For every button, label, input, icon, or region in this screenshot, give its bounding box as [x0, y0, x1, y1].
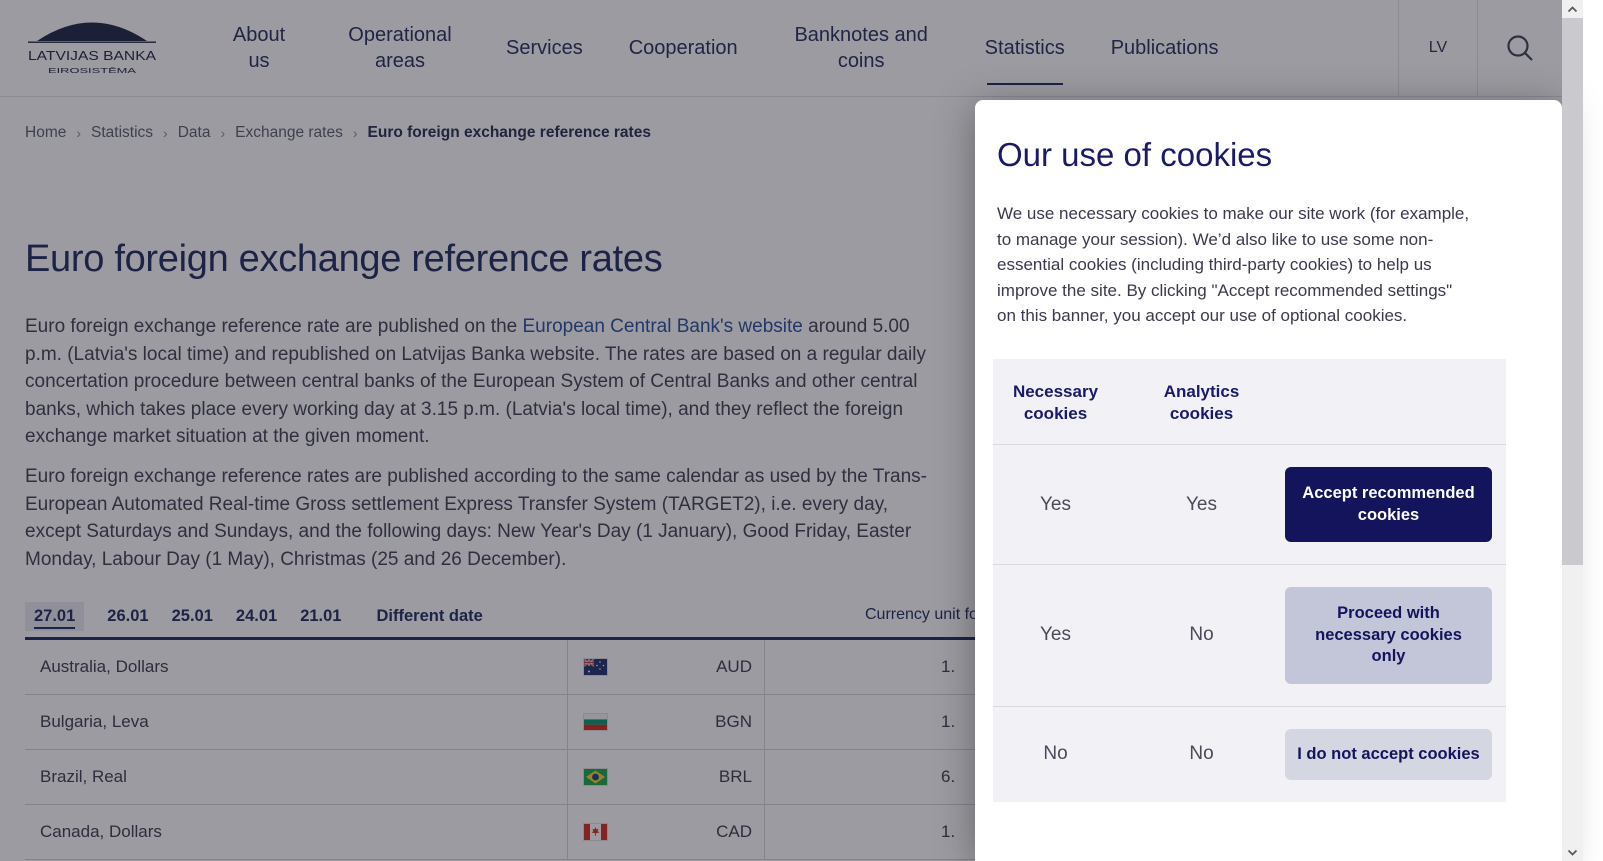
currency-code: CAD — [716, 822, 752, 841]
language-switcher[interactable]: LV — [1398, 0, 1477, 97]
different-date-button[interactable]: Different date — [376, 606, 483, 625]
currency-code-cell: AUD — [567, 640, 765, 694]
nav-item-operational-areas[interactable]: Operational areas — [348, 24, 452, 72]
bank-dome-icon: LATVIJAS BANKA EIROSISTĒMA — [28, 22, 156, 75]
paragraph-text: around 5.00 p.m. (Latvia's local time) a… — [25, 316, 926, 448]
header-utilities: LV — [1398, 0, 1562, 97]
analytics-value: No — [1189, 743, 1214, 765]
currency-code: AUD — [716, 657, 752, 676]
currency-unit-header: Currency unit for 1 — [865, 606, 997, 623]
accept-recommended-cookies-button[interactable]: Accept recommended cookies — [1285, 467, 1492, 543]
table-row-cad: Canada, Dollars CAD 1. — [25, 805, 1562, 860]
main-nav: About us Operational areas Services Coop… — [224, 22, 1219, 85]
cookie-dialog-body: We use necessary cookies to make our sit… — [997, 204, 1470, 325]
cookie-option-row-accept: Yes Yes Accept recommended cookies — [993, 445, 1506, 566]
table-row-bgn: Bulgaria, Leva BGN 1. — [25, 695, 1562, 750]
breadcrumb-separator: › — [76, 125, 82, 141]
column-label: Necessary cookies — [1012, 381, 1099, 424]
necessary-value: Yes — [1040, 624, 1071, 646]
search-button[interactable] — [1477, 0, 1562, 97]
scrollbar-up-button[interactable] — [1562, 0, 1583, 18]
breadcrumb-current-page: Euro foreign exchange reference rates — [367, 124, 651, 141]
vertical-scrollbar[interactable] — [1562, 0, 1583, 861]
cookie-dialog-title: Our use of cookies — [997, 136, 1273, 173]
nav-item-about-us[interactable]: About us — [232, 24, 286, 72]
cookie-consent-dialog: Our use of cookies We use necessary cook… — [975, 100, 1562, 861]
breadcrumb-data[interactable]: Data — [177, 124, 211, 141]
svg-text:EIROSISTĒMA: EIROSISTĒMA — [48, 66, 136, 75]
paragraph-text: Euro foreign exchange reference rate are… — [25, 316, 523, 337]
necessary-value: No — [1043, 743, 1068, 765]
analytics-value: Yes — [1186, 493, 1217, 515]
ecb-website-link[interactable]: European Central Bank's website — [522, 316, 803, 337]
page-title: Euro foreign exchange reference rates — [25, 238, 663, 280]
proceed-necessary-cookies-button[interactable]: Proceed with necessary cookies only — [1285, 587, 1492, 684]
scrollbar-down-button[interactable] — [1562, 843, 1583, 861]
currency-code-cell: BGN — [567, 695, 765, 749]
nav-item-cooperation[interactable]: Cooperation — [628, 37, 738, 59]
table-row-brl: Brazil, Real BRL 6. — [25, 750, 1562, 805]
site-header: LATVIJAS BANKA EIROSISTĒMA About us Oper… — [0, 0, 1562, 97]
brazil-flag-icon — [584, 769, 607, 785]
nav-item-publications[interactable]: Publications — [1110, 37, 1219, 59]
chevron-down-icon — [1567, 849, 1578, 856]
date-tabs: 27.01 26.01 25.01 24.01 21.01 Different … — [25, 600, 1562, 632]
calendar-paragraph: Euro foreign exchange reference rates ar… — [25, 466, 927, 570]
date-tabs-row: 27.01 26.01 25.01 24.01 21.01 Different … — [25, 600, 1562, 634]
currency-rate: 1. — [941, 822, 956, 841]
latvijas-banka-logo[interactable]: LATVIJAS BANKA EIROSISTĒMA — [22, 14, 162, 83]
table-row-aud: Australia, Dollars AUD 1. — [25, 640, 1562, 695]
cookie-option-row-necessary-only: Yes No Proceed with necessary cookies on… — [993, 565, 1506, 707]
intro-paragraph: Euro foreign exchange reference rate are… — [25, 313, 930, 451]
chevron-up-icon — [1567, 5, 1578, 12]
currency-code: BRL — [718, 767, 752, 786]
canada-flag-icon — [584, 824, 607, 840]
search-icon — [1507, 35, 1533, 61]
nav-item-services[interactable]: Services — [506, 37, 583, 59]
breadcrumb-separator: › — [220, 125, 226, 141]
breadcrumb: Home › Statistics › Data › Exchange rate… — [25, 124, 651, 142]
breadcrumb-exchange-rates[interactable]: Exchange rates — [235, 124, 343, 141]
currency-code: BGN — [715, 712, 752, 731]
currency-rate: 6. — [941, 767, 956, 786]
currency-name: Bulgaria, Leva — [40, 712, 149, 731]
analytics-value: No — [1189, 624, 1214, 646]
necessary-cookies-header: Necessary cookies — [993, 381, 1118, 427]
currency-rate: 1. — [941, 712, 956, 731]
nav-item-banknotes-coins[interactable]: Banknotes and coins — [794, 24, 928, 72]
cookie-options-panel: Necessary cookies Analytics cookies Yes … — [993, 358, 1506, 802]
currency-code-cell: CAD — [567, 805, 765, 859]
exchange-rates-table: Australia, Dollars AUD 1. B — [25, 637, 1562, 860]
necessary-value: Yes — [1040, 493, 1071, 515]
date-tab-26-01[interactable]: 26.01 — [107, 606, 149, 625]
currency-name: Brazil, Real — [40, 767, 127, 786]
date-tab-24-01[interactable]: 24.01 — [235, 606, 278, 625]
svg-text:LATVIJAS BANKA: LATVIJAS BANKA — [28, 48, 156, 63]
cookie-options-header: Necessary cookies Analytics cookies — [993, 359, 1506, 446]
cookie-option-row-reject: No No I do not accept cookies — [993, 707, 1506, 802]
currency-rate: 1. — [941, 657, 956, 676]
date-tab-25-01[interactable]: 25.01 — [171, 606, 213, 625]
bulgaria-flag-icon — [584, 714, 607, 730]
currency-name: Canada, Dollars — [40, 822, 162, 841]
date-tab-label: 27.01 — [34, 606, 76, 629]
nav-item-statistics[interactable]: Statistics — [984, 37, 1065, 85]
breadcrumb-separator: › — [163, 125, 168, 141]
currency-name: Australia, Dollars — [40, 657, 169, 676]
date-tab-21-01[interactable]: 21.01 — [300, 606, 342, 625]
currency-code-cell: BRL — [567, 750, 765, 804]
breadcrumb-home[interactable]: Home — [25, 124, 67, 141]
scrollbar-thumb[interactable] — [1562, 18, 1583, 565]
analytics-cookies-header: Analytics cookies — [1118, 381, 1285, 427]
breadcrumb-statistics[interactable]: Statistics — [91, 124, 154, 141]
column-label: Analytics cookies — [1163, 381, 1240, 424]
date-tab-27-01[interactable]: 27.01 — [25, 601, 85, 631]
australia-flag-icon — [584, 659, 607, 675]
breadcrumb-separator: › — [352, 125, 358, 141]
reject-cookies-button[interactable]: I do not accept cookies — [1285, 728, 1492, 780]
